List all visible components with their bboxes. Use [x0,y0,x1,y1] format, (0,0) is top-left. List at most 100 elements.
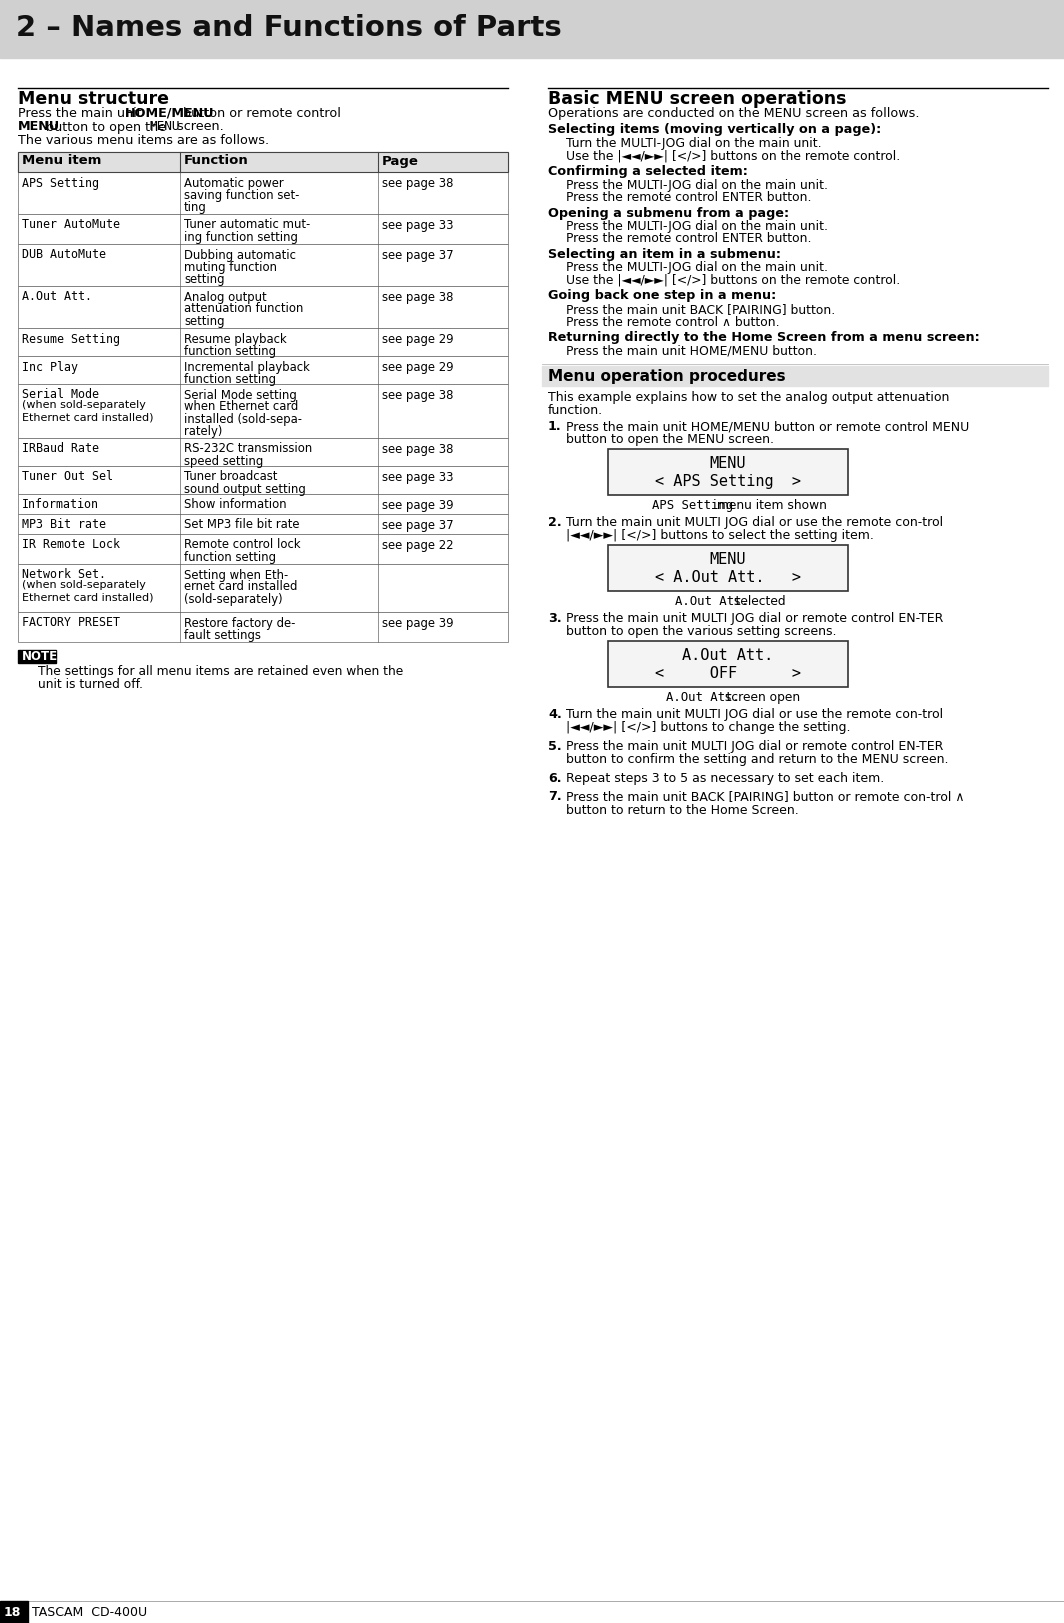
Bar [0,1600,1064,1623]
Text: see page 39: see page 39 [382,617,453,630]
Text: setting: setting [184,315,225,328]
Bar [18,513,508,534]
Text: see page 37: see page 37 [382,248,453,261]
Text: see page 22: see page 22 [382,539,453,552]
Text: Information: Information [22,498,99,511]
Text: < A.Out Att.   >: < A.Out Att. > [655,570,801,584]
Text: ing function setting: ing function setting [184,230,298,243]
Text: A.Out Att.: A.Out Att. [666,691,741,704]
Text: Press the MULTI-JOG dial on the main unit.: Press the MULTI-JOG dial on the main uni… [566,261,828,274]
Text: button to open the various setting screens.: button to open the various setting scree… [566,625,836,638]
Text: attenuation function: attenuation function [184,302,303,315]
Text: button to open the MENU screen.: button to open the MENU screen. [566,433,774,446]
Text: Press the MULTI-JOG dial on the main unit.: Press the MULTI-JOG dial on the main uni… [566,221,828,234]
Bar [18,383,508,438]
Bar [18,649,56,662]
Text: Setting when Eth-: Setting when Eth- [184,568,288,581]
Text: MP3 Bit rate: MP3 Bit rate [22,518,106,531]
Text: function setting: function setting [184,373,276,386]
Bar [18,563,508,612]
Text: Press the MULTI-JOG dial on the main unit.: Press the MULTI-JOG dial on the main uni… [566,179,828,192]
Bar [18,243,508,286]
Text: unit is turned off.: unit is turned off. [38,678,143,691]
Text: button to return to the Home Screen.: button to return to the Home Screen. [566,803,799,816]
Text: function.: function. [548,404,603,417]
Text: A.Out Att.: A.Out Att. [675,596,749,609]
Text: Tuner broadcast: Tuner broadcast [184,471,278,484]
Text: Selecting items (moving vertically on a page):: Selecting items (moving vertically on a … [548,123,881,136]
Text: Turn the main unit MULTI JOG dial or use the remote con-trol: Turn the main unit MULTI JOG dial or use… [566,708,943,721]
Text: MENU: MENU [18,120,61,133]
Bar [18,612,508,641]
Bar [18,151,508,172]
Text: Going back one step in a menu:: Going back one step in a menu: [548,289,777,302]
Text: Press the main unit MULTI JOG dial or remote control EN-TER: Press the main unit MULTI JOG dial or re… [566,740,944,753]
Text: Press the main unit BACK [PAIRING] button or remote con-trol ∧: Press the main unit BACK [PAIRING] butto… [566,790,964,803]
Text: speed setting: speed setting [184,454,263,467]
Text: Press the main unit: Press the main unit [18,107,146,120]
Text: when Ethernet card: when Ethernet card [184,401,298,414]
Text: 2 – Names and Functions of Parts: 2 – Names and Functions of Parts [16,15,562,42]
Text: 5.: 5. [548,740,562,753]
Text: A.Out Att.: A.Out Att. [22,291,92,304]
Text: MENU: MENU [710,552,746,566]
Text: muting function: muting function [184,261,277,274]
Text: see page 38: see page 38 [382,291,453,304]
Text: Remote control lock: Remote control lock [184,539,301,552]
Text: 2.: 2. [548,516,562,529]
Text: Tuner AutoMute: Tuner AutoMute [22,219,120,232]
Text: Turn the MULTI-JOG dial on the main unit.: Turn the MULTI-JOG dial on the main unit… [566,136,821,149]
Text: see page 38: see page 38 [382,443,453,456]
Text: Opening a submenu from a page:: Opening a submenu from a page: [548,206,789,219]
Text: sound output setting: sound output setting [184,482,305,495]
Text: A.Out Att.: A.Out Att. [682,648,774,664]
Text: button to confirm the setting and return to the MENU screen.: button to confirm the setting and return… [566,753,948,766]
Text: saving function set-: saving function set- [184,188,299,201]
Text: 6.: 6. [548,773,562,786]
Text: MENU: MENU [710,456,746,471]
Text: (when sold-separately: (when sold-separately [22,401,146,411]
Text: see page 38: see page 38 [382,177,453,190]
Bar [608,450,848,495]
Text: Page: Page [382,154,419,167]
Text: see page 37: see page 37 [382,518,453,531]
Text: Press the remote control ENTER button.: Press the remote control ENTER button. [566,192,812,204]
Text: screen open: screen open [721,691,800,704]
Text: 1.: 1. [548,420,562,433]
Bar [18,328,508,355]
Text: function setting: function setting [184,550,276,563]
Bar [608,545,848,591]
Text: 18: 18 [4,1605,21,1618]
Text: Dubbing automatic: Dubbing automatic [184,248,296,261]
Text: Tuner Out Sel: Tuner Out Sel [22,471,113,484]
Text: see page 38: see page 38 [382,388,453,401]
Text: installed (sold-sepa-: installed (sold-sepa- [184,412,302,425]
Text: Resume Setting: Resume Setting [22,333,120,346]
Text: Ethernet card installed): Ethernet card installed) [22,592,153,602]
Text: rately): rately) [184,425,222,438]
Text: setting: setting [184,273,225,286]
Text: IR Remote Lock: IR Remote Lock [22,539,120,552]
Text: Tuner automatic mut-: Tuner automatic mut- [184,219,311,232]
Bar [18,466,508,493]
Text: Resume playback: Resume playback [184,333,287,346]
Text: The settings for all menu items are retained even when the: The settings for all menu items are reta… [38,665,403,678]
Bar [18,355,508,383]
Bar [18,493,508,513]
Text: see page 29: see page 29 [382,360,453,373]
Bar [18,534,508,563]
Text: screen.: screen. [172,120,223,133]
Text: Menu operation procedures: Menu operation procedures [548,368,785,385]
Text: Function: Function [184,154,249,167]
Text: Returning directly to the Home Screen from a menu screen:: Returning directly to the Home Screen fr… [548,331,980,344]
Text: Turn the main unit MULTI JOG dial or use the remote con-trol: Turn the main unit MULTI JOG dial or use… [566,516,943,529]
Text: 3.: 3. [548,612,562,625]
Text: see page 33: see page 33 [382,219,453,232]
Text: Serial Mode setting: Serial Mode setting [184,388,297,401]
Bar [18,172,508,214]
Text: Network Set.: Network Set. [22,568,106,581]
Text: Automatic power: Automatic power [184,177,284,190]
Text: Serial Mode: Serial Mode [22,388,99,401]
Text: Ethernet card installed): Ethernet card installed) [22,412,153,422]
Text: Menu item: Menu item [22,154,101,167]
